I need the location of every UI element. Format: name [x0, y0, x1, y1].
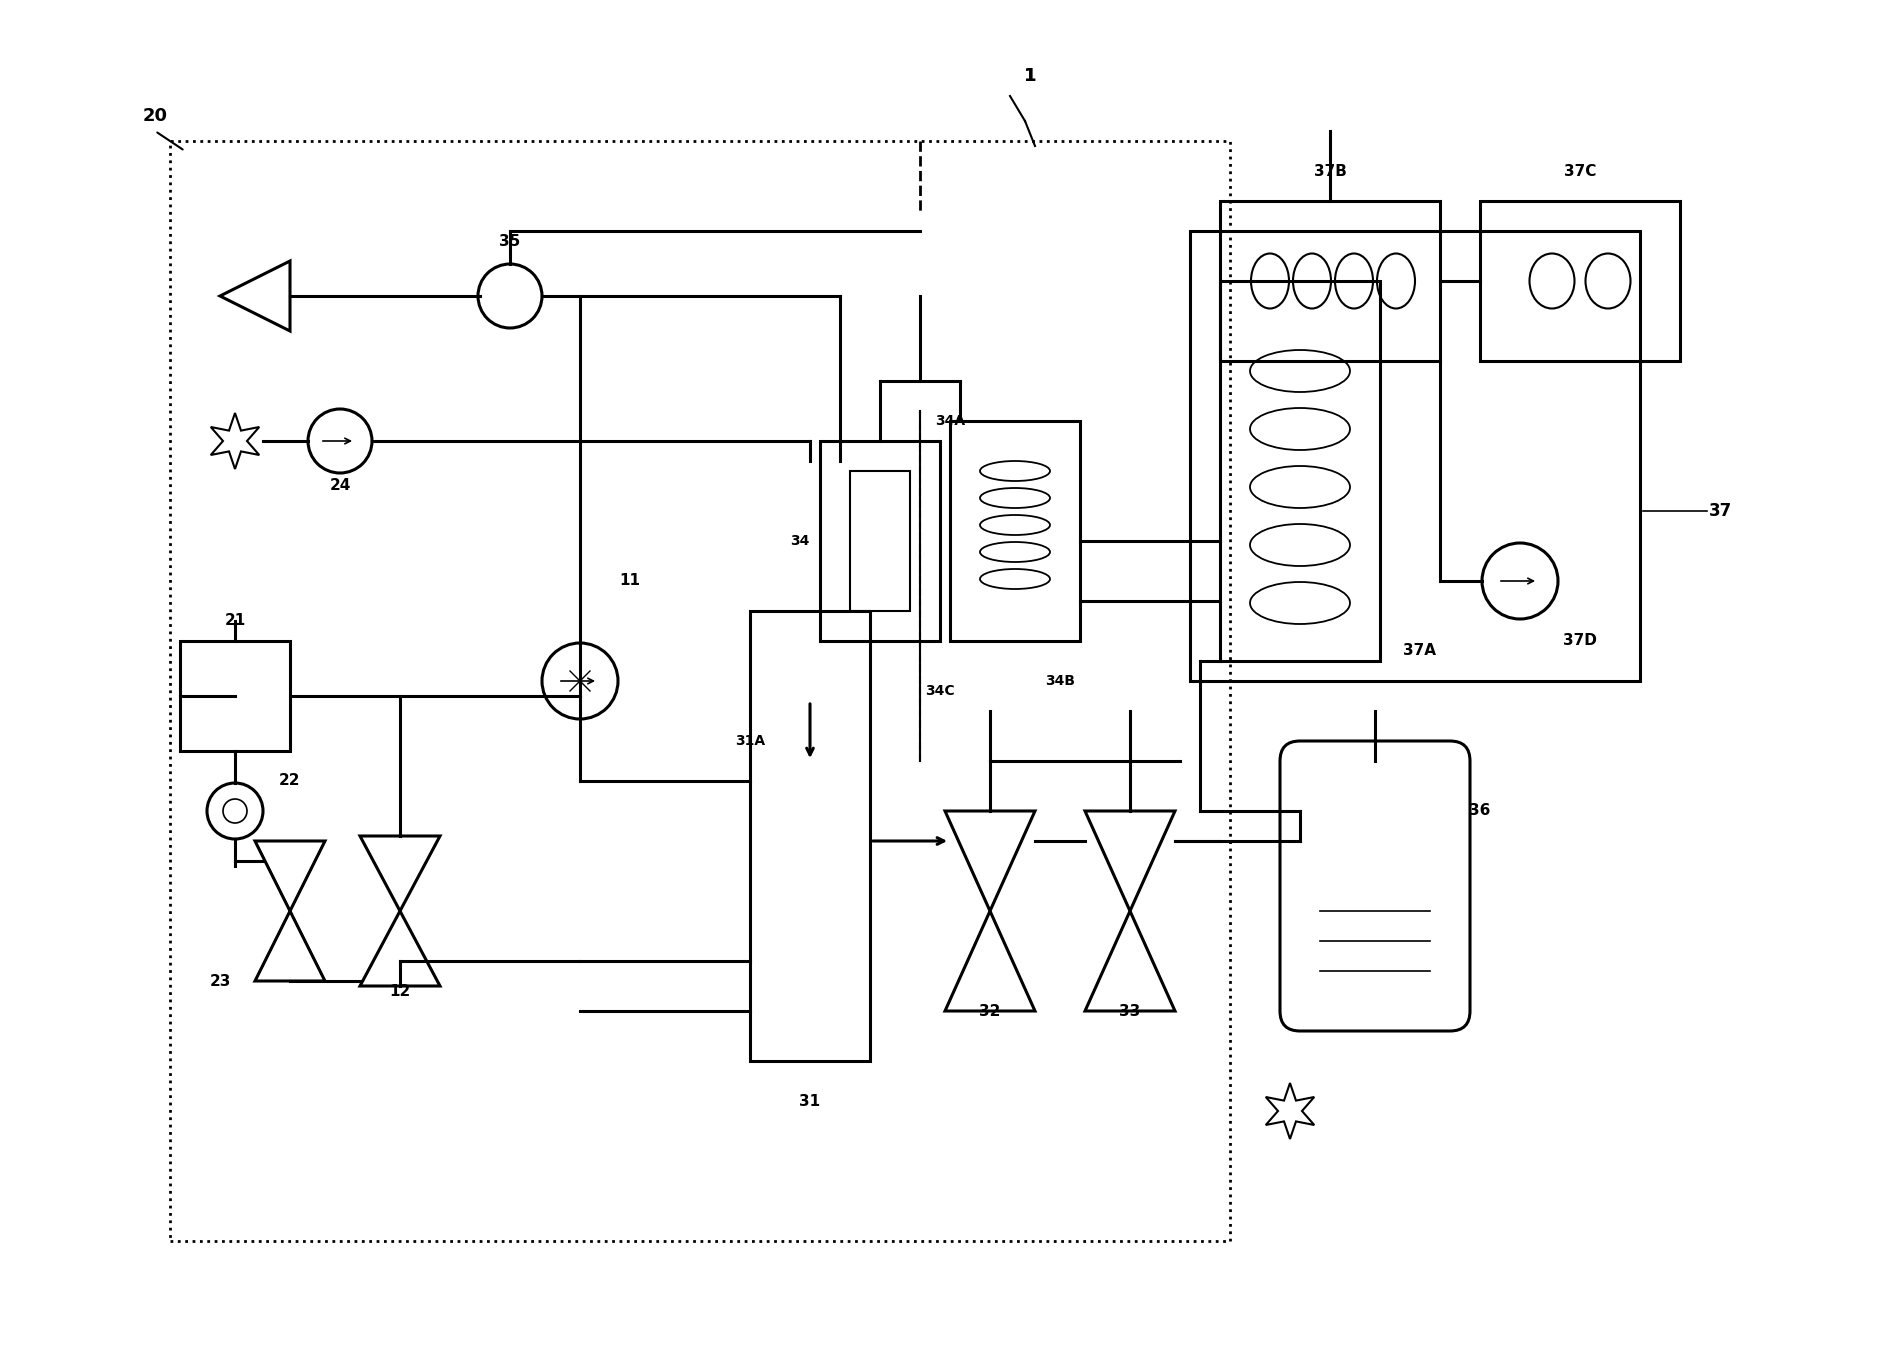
- Text: 34: 34: [790, 534, 809, 548]
- Text: 37A: 37A: [1404, 644, 1437, 659]
- Text: 34B: 34B: [1045, 674, 1075, 689]
- Text: 36: 36: [1469, 803, 1490, 818]
- Text: 1: 1: [1024, 67, 1037, 84]
- FancyBboxPatch shape: [1281, 740, 1469, 1032]
- Text: 12: 12: [390, 984, 411, 999]
- Text: 11: 11: [620, 573, 641, 588]
- Text: 37: 37: [1709, 502, 1732, 520]
- Text: 34C: 34C: [925, 685, 955, 698]
- Text: 37C: 37C: [1564, 163, 1597, 178]
- Text: 37B: 37B: [1313, 163, 1347, 178]
- Text: 21: 21: [225, 614, 245, 629]
- Text: 33: 33: [1119, 1003, 1140, 1018]
- Text: 22: 22: [280, 773, 301, 788]
- Text: 35: 35: [499, 234, 521, 249]
- Text: 23: 23: [209, 973, 230, 988]
- Text: 24: 24: [329, 479, 350, 494]
- Text: 37D: 37D: [1562, 633, 1597, 648]
- Text: 20: 20: [143, 108, 167, 125]
- Text: 31: 31: [799, 1093, 820, 1108]
- Text: 1: 1: [1024, 67, 1037, 84]
- Text: 31A: 31A: [735, 734, 765, 749]
- Text: 32: 32: [980, 1003, 1001, 1018]
- Text: 34A: 34A: [934, 414, 965, 427]
